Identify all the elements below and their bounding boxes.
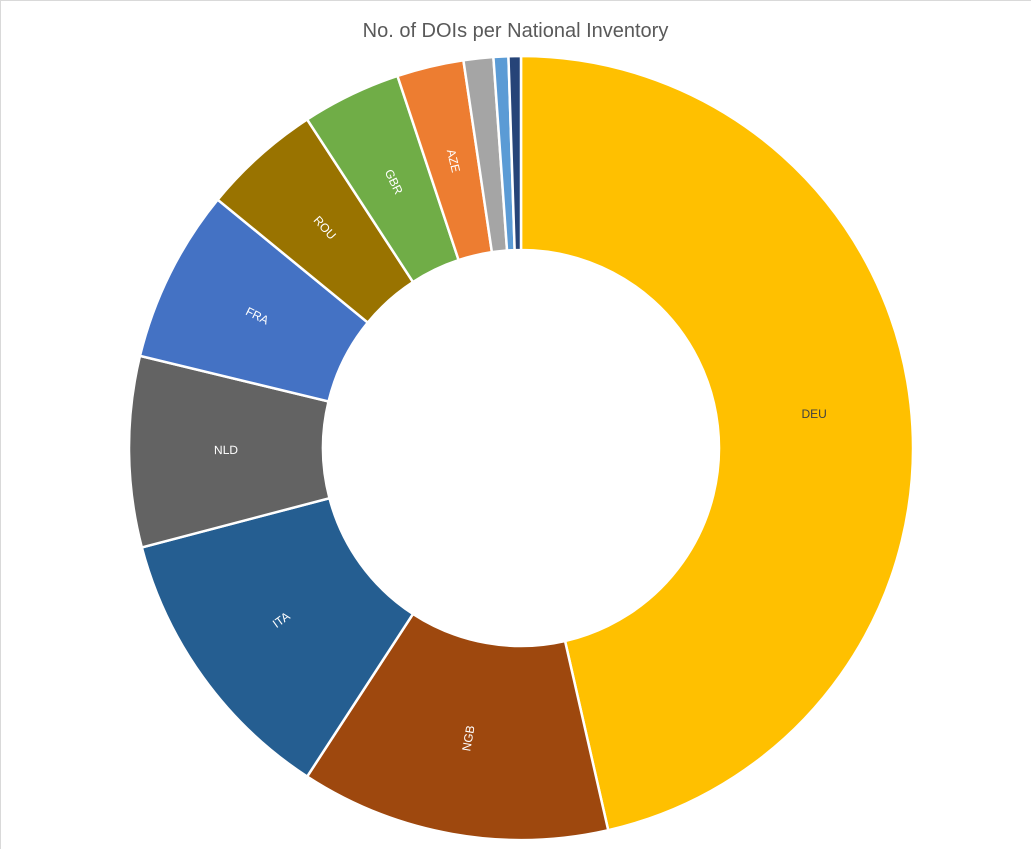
chart-title: No. of DOIs per National Inventory bbox=[362, 20, 669, 42]
slice-other-10 bbox=[507, 54, 523, 252]
donut-slices bbox=[127, 54, 915, 842]
slice-ita bbox=[140, 496, 415, 779]
slice-deu bbox=[519, 54, 915, 832]
data-label-deu: DEU bbox=[801, 407, 826, 421]
slice-ngb bbox=[305, 612, 610, 842]
data-label-ngb: NGB bbox=[459, 724, 477, 752]
data-label-nld: NLD bbox=[214, 443, 238, 457]
data-label-aze: AZE bbox=[444, 148, 463, 174]
